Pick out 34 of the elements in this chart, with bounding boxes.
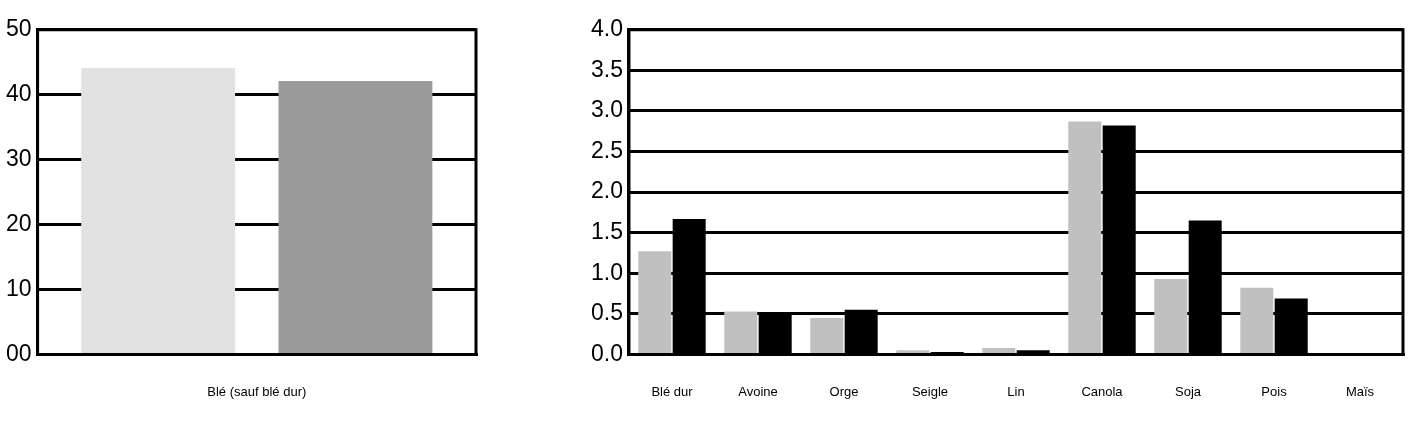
x-tick-label: Lin: [1007, 383, 1025, 399]
y-tick-label: 4.0: [590, 15, 623, 42]
x-tick-label: Seigle: [911, 383, 949, 399]
x-tick-label: Blé dur: [651, 383, 694, 399]
y-tick-label: 1.0: [590, 258, 623, 285]
x-tick-label: Orge: [829, 383, 859, 399]
y-tick-label: 1.5: [590, 218, 623, 245]
y-tick-label: 3.5: [590, 55, 623, 82]
y-tick-label: 50: [5, 15, 32, 42]
x-tick-label: Maïs: [1345, 383, 1375, 399]
bar: [1016, 350, 1050, 353]
bar: [982, 347, 1016, 353]
x-tick-label: Canola: [1081, 383, 1124, 399]
bar: [896, 350, 930, 353]
x-tick-label: Blé (sauf blé dur): [207, 383, 307, 399]
x-tick-label: Pois: [1261, 383, 1288, 399]
bar: [1154, 278, 1188, 353]
x-tick-label: Soja: [1174, 383, 1202, 399]
x-tick-label: Avoine: [738, 383, 778, 399]
y-tick-label: 40: [5, 80, 32, 107]
y-tick-label: 20: [5, 209, 32, 236]
y-tick-label: 0.0: [590, 339, 623, 366]
bar: [810, 317, 844, 353]
y-tick-label: 00: [5, 339, 32, 366]
bar: [1240, 287, 1274, 353]
y-tick-label: 3.0: [590, 96, 623, 123]
y-tick-label: 2.5: [590, 136, 623, 163]
y-tick-label: 0.5: [590, 299, 623, 326]
y-tick-label: 2.0: [590, 177, 623, 204]
bar: [638, 251, 672, 353]
y-tick-label: 10: [5, 274, 32, 301]
y-tick-label: 30: [5, 144, 32, 171]
bar: [724, 311, 758, 353]
bar: [1068, 121, 1102, 353]
